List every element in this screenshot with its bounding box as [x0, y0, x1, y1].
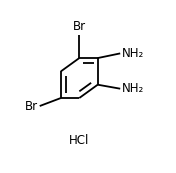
Text: HCl: HCl: [69, 134, 89, 147]
Text: Br: Br: [73, 20, 86, 33]
Text: Br: Br: [25, 99, 38, 112]
Text: NH₂: NH₂: [122, 82, 144, 95]
Text: NH₂: NH₂: [122, 47, 144, 60]
